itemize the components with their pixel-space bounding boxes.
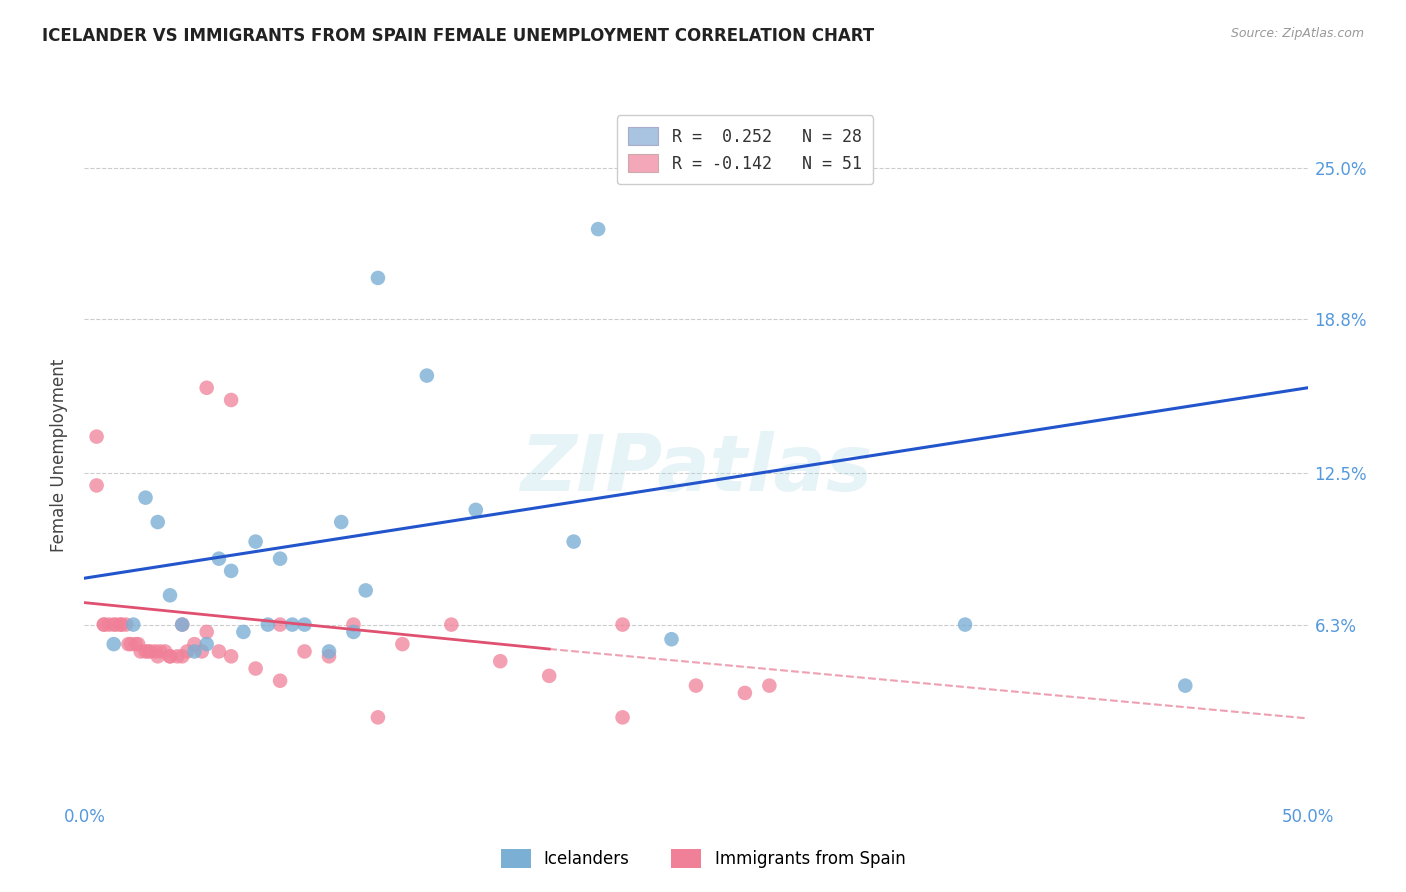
Point <box>103 637 125 651</box>
Point <box>734 686 756 700</box>
Point <box>153 644 176 658</box>
Point <box>125 637 148 651</box>
Point <box>269 551 291 566</box>
Point <box>110 617 132 632</box>
Point <box>440 617 463 632</box>
Point <box>367 271 389 285</box>
Point <box>416 368 439 383</box>
Point <box>191 644 214 658</box>
Point <box>117 637 139 651</box>
Point <box>146 649 169 664</box>
Point <box>391 637 413 651</box>
Point <box>135 491 157 505</box>
Point <box>1174 679 1197 693</box>
Point <box>245 661 267 675</box>
Point <box>269 673 291 688</box>
Text: ICELANDER VS IMMIGRANTS FROM SPAIN FEMALE UNEMPLOYMENT CORRELATION CHART: ICELANDER VS IMMIGRANTS FROM SPAIN FEMAL… <box>42 27 875 45</box>
Point <box>172 617 194 632</box>
Point <box>208 644 231 658</box>
Point <box>172 649 194 664</box>
Point <box>105 617 128 632</box>
Point <box>562 534 585 549</box>
Point <box>219 649 242 664</box>
Point <box>219 564 242 578</box>
Point <box>122 617 145 632</box>
Point <box>294 644 316 658</box>
Point <box>195 381 218 395</box>
Point <box>953 617 976 632</box>
Point <box>143 644 166 658</box>
Point <box>586 222 609 236</box>
Point <box>219 392 242 407</box>
Point <box>93 617 115 632</box>
Point <box>612 710 634 724</box>
Point <box>172 617 194 632</box>
Point <box>330 515 353 529</box>
Point <box>245 534 267 549</box>
Legend: Icelanders, Immigrants from Spain: Icelanders, Immigrants from Spain <box>494 843 912 875</box>
Point <box>538 669 561 683</box>
Point <box>367 710 389 724</box>
Point <box>195 637 218 651</box>
Point <box>93 617 115 632</box>
Point <box>269 617 291 632</box>
Point <box>342 624 364 639</box>
Point <box>281 617 304 632</box>
Point <box>318 649 340 664</box>
Point <box>139 644 162 658</box>
Point <box>612 617 634 632</box>
Point <box>318 644 340 658</box>
Point <box>257 617 280 632</box>
Point <box>183 644 205 658</box>
Point <box>159 649 181 664</box>
Point <box>208 551 231 566</box>
Point <box>146 515 169 529</box>
Point <box>159 649 181 664</box>
Point <box>115 617 138 632</box>
Point <box>354 583 377 598</box>
Text: Source: ZipAtlas.com: Source: ZipAtlas.com <box>1230 27 1364 40</box>
Point <box>136 644 159 658</box>
Point <box>183 637 205 651</box>
Point <box>97 617 120 632</box>
Point <box>176 644 198 658</box>
Point <box>103 617 125 632</box>
Point <box>135 644 157 658</box>
Point <box>232 624 254 639</box>
Point <box>342 617 364 632</box>
Point <box>489 654 512 668</box>
Legend: R =  0.252   N = 28, R = -0.142   N = 51: R = 0.252 N = 28, R = -0.142 N = 51 <box>617 115 873 185</box>
Text: ZIPatlas: ZIPatlas <box>520 431 872 507</box>
Point <box>195 624 218 639</box>
Point <box>129 644 152 658</box>
Point <box>758 679 780 693</box>
Point <box>294 617 316 632</box>
Point <box>685 679 707 693</box>
Point <box>86 429 108 443</box>
Point <box>149 644 172 658</box>
Point <box>166 649 188 664</box>
Point <box>110 617 132 632</box>
Point <box>159 588 181 602</box>
Point <box>86 478 108 492</box>
Point <box>127 637 149 651</box>
Y-axis label: Female Unemployment: Female Unemployment <box>51 359 69 551</box>
Point <box>120 637 142 651</box>
Point <box>661 632 683 647</box>
Point <box>464 503 486 517</box>
